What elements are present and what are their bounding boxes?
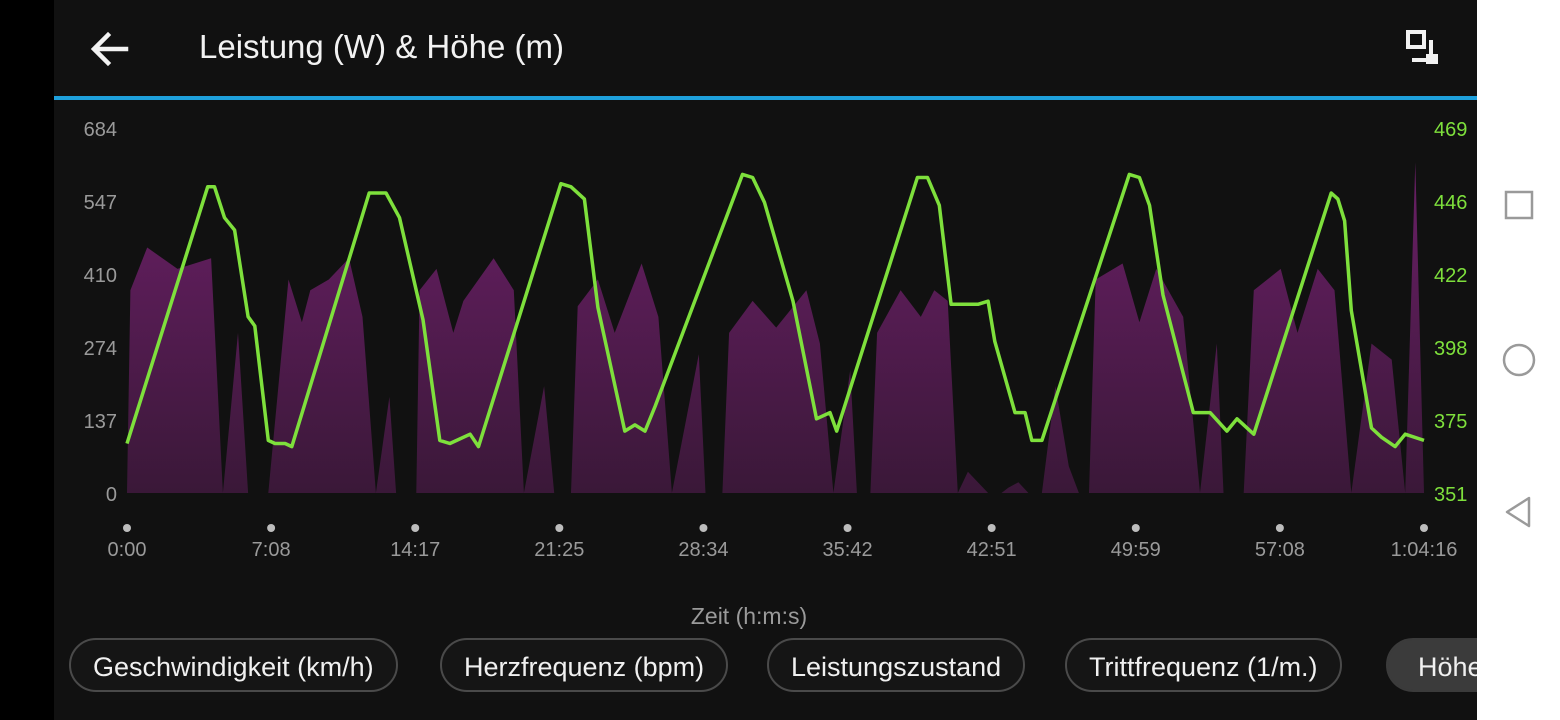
y-left-tick-label: 547	[84, 192, 117, 214]
chip-elevation[interactable]: Höhe	[1386, 638, 1477, 692]
x-tick-label: 21:25	[534, 539, 584, 561]
app-header: Leistung (W) & Höhe (m)	[54, 0, 1477, 96]
home-circle-icon	[1502, 343, 1536, 377]
x-tick-label: 49:59	[1111, 539, 1161, 561]
chip-performance-condition[interactable]: Leistungszustand	[767, 638, 1026, 692]
x-tick-dot	[411, 524, 420, 532]
elevation-line-series	[125, 172, 1425, 449]
left-black-edge	[0, 0, 54, 720]
x-tick-dot	[987, 524, 996, 532]
x-tick-label: 35:42	[823, 539, 873, 561]
x-tick-label: 1:04:16	[1391, 539, 1458, 561]
system-navigation-bar	[1477, 0, 1560, 720]
chip-speed[interactable]: Geschwindigkeit (km/h)	[69, 638, 398, 692]
y-right-tick-label: 422	[1434, 265, 1467, 287]
y-left-tick-label: 274	[84, 338, 117, 360]
x-tick-label: 28:34	[678, 539, 728, 561]
y-right-tick-label: 398	[1434, 338, 1467, 360]
power-area-series	[127, 162, 1424, 493]
y-left-tick-label: 684	[84, 119, 117, 141]
recents-button[interactable]	[1499, 186, 1539, 226]
recents-square-icon	[1504, 190, 1534, 220]
y-left-tick-label: 137	[84, 411, 117, 433]
y-right-tick-label: 375	[1434, 411, 1467, 433]
app-screen: Leistung (W) & Höhe (m) 684 547 410 274 137 0…	[54, 0, 1477, 720]
arrow-left-icon	[90, 31, 129, 67]
back-triangle-icon	[1505, 496, 1531, 528]
expand-button[interactable]	[1404, 28, 1446, 68]
x-tick-dot	[267, 524, 276, 532]
x-tick-label: 0:00	[108, 539, 147, 561]
y-right-tick-label: 469	[1434, 119, 1467, 141]
x-tick-dot	[1420, 524, 1428, 532]
chip-heart-rate[interactable]: Herzfrequenz (bpm)	[440, 638, 729, 692]
y-right-tick-label: 351	[1434, 484, 1467, 506]
back-nav-button[interactable]	[1499, 492, 1539, 532]
x-tick-label: 7:08	[252, 539, 291, 561]
expand-icon	[1406, 30, 1438, 64]
x-tick-dot	[1275, 524, 1284, 532]
back-button[interactable]	[86, 26, 134, 72]
chip-cadence[interactable]: Trittfrequenz (1/m.)	[1065, 638, 1342, 692]
x-tick-dot	[843, 524, 852, 532]
x-tick-dot	[555, 524, 564, 532]
home-button[interactable]	[1499, 340, 1539, 380]
y-left-tick-label: 0	[106, 484, 117, 506]
x-tick-label: 57:08	[1255, 539, 1305, 561]
x-tick-dot	[699, 524, 708, 532]
y-right-tick-label: 446	[1434, 192, 1467, 214]
page-title: Leistung (W) & Höhe (m)	[199, 28, 564, 65]
x-tick-label: 42:51	[967, 539, 1017, 561]
y-left-tick-label: 410	[84, 265, 117, 287]
power-elevation-chart[interactable]: 684 547 410 274 137 0 469 446 422 398 375 351 0:00…	[54, 100, 1477, 600]
x-tick-dot	[1131, 524, 1140, 532]
x-axis-title: Zeit (h:m:s)	[690, 603, 808, 629]
x-tick-label: 14:17	[390, 539, 440, 561]
header-accent-line	[54, 96, 1477, 100]
x-tick-dot	[123, 524, 131, 532]
